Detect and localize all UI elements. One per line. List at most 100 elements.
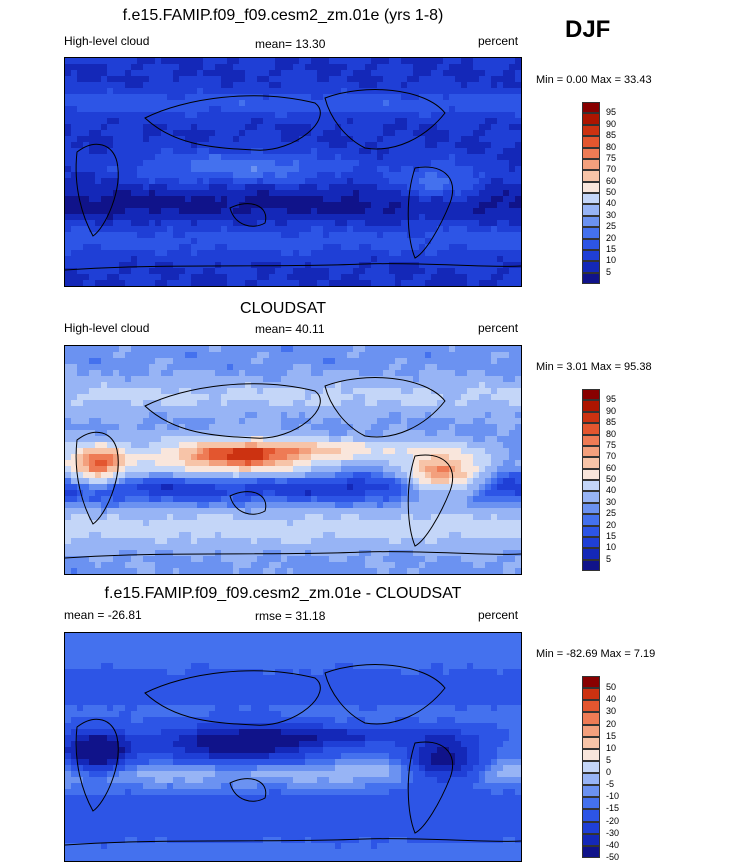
contour-cell	[443, 460, 449, 466]
contour-cell	[263, 124, 269, 130]
contour-cell	[341, 70, 347, 76]
contour-cell	[479, 406, 485, 412]
contour-cell	[227, 364, 233, 370]
contour-cell	[365, 100, 371, 106]
contour-cell	[131, 484, 137, 490]
contour-cell	[365, 154, 371, 160]
contour-cell	[371, 376, 377, 382]
contour-cell	[341, 394, 347, 400]
contour-cell	[359, 256, 365, 262]
contour-cell	[131, 184, 137, 190]
contour-cell	[257, 394, 263, 400]
contour-cell	[137, 496, 143, 502]
contour-cell	[425, 412, 431, 418]
contour-cell	[389, 388, 395, 394]
contour-cell	[479, 166, 485, 172]
contour-cell	[167, 424, 173, 430]
contour-cell	[269, 172, 275, 178]
contour-cell	[191, 160, 197, 166]
contour-cell	[479, 496, 485, 502]
contour-cell	[119, 394, 125, 400]
contour-cell	[395, 406, 401, 412]
contour-cell	[383, 496, 389, 502]
contour-cell	[107, 370, 113, 376]
contour-cell	[287, 484, 293, 490]
contour-cell	[347, 352, 353, 358]
contour-cell	[425, 370, 431, 376]
contour-cell	[257, 112, 263, 118]
contour-cell	[389, 490, 395, 496]
contour-cell	[191, 100, 197, 106]
contour-cell	[245, 64, 251, 70]
contour-cell	[65, 496, 71, 502]
contour-cell	[221, 370, 227, 376]
contour-cell	[125, 436, 131, 442]
contour-cell	[125, 382, 131, 388]
contour-cell	[515, 376, 521, 382]
contour-cell	[461, 232, 467, 238]
contour-cell	[71, 436, 77, 442]
contour-cell	[317, 190, 323, 196]
contour-cell	[107, 460, 113, 466]
contour-cell	[431, 352, 437, 358]
contour-cell	[107, 142, 113, 148]
contour-cell	[425, 406, 431, 412]
contour-cell	[257, 268, 263, 274]
contour-cell	[449, 160, 455, 166]
contour-cell	[155, 502, 161, 508]
contour-cell	[203, 238, 209, 244]
contour-cell	[83, 346, 89, 352]
contour-cell	[233, 280, 239, 286]
contour-cell	[497, 94, 503, 100]
contour-cell	[197, 160, 203, 166]
contour-cell	[161, 376, 167, 382]
contour-cell	[323, 160, 329, 166]
contour-cell	[347, 388, 353, 394]
contour-cell	[293, 376, 299, 382]
contour-cell	[305, 232, 311, 238]
contour-cell	[113, 496, 119, 502]
contour-cell	[65, 64, 71, 70]
contour-cell	[143, 412, 149, 418]
contour-cell	[485, 70, 491, 76]
contour-cell	[347, 196, 353, 202]
contour-cell	[293, 70, 299, 76]
contour-cell	[503, 502, 509, 508]
contour-cell	[95, 508, 101, 514]
contour-cell	[473, 106, 479, 112]
contour-cell	[275, 442, 281, 448]
contour-cell	[359, 142, 365, 148]
contour-cell	[281, 76, 287, 82]
contour-cell	[203, 268, 209, 274]
contour-cell	[83, 376, 89, 382]
contour-cell	[491, 64, 497, 70]
contour-cell	[125, 232, 131, 238]
contour-cell	[311, 454, 317, 460]
contour-cell	[113, 250, 119, 256]
contour-cell	[281, 172, 287, 178]
contour-cell	[461, 268, 467, 274]
contour-cell	[509, 130, 515, 136]
contour-cell	[347, 142, 353, 148]
contour-cell	[509, 376, 515, 382]
contour-cell	[491, 346, 497, 352]
contour-cell	[107, 388, 113, 394]
contour-cell	[491, 58, 497, 64]
contour-cell	[287, 58, 293, 64]
contour-cell	[203, 418, 209, 424]
contour-cell	[89, 76, 95, 82]
contour-cell	[383, 466, 389, 472]
contour-cell	[143, 166, 149, 172]
contour-cell	[311, 214, 317, 220]
contour-cell	[473, 352, 479, 358]
contour-cell	[89, 136, 95, 142]
contour-cell	[239, 178, 245, 184]
contour-cell	[179, 502, 185, 508]
contour-cell	[371, 82, 377, 88]
contour-cell	[245, 94, 251, 100]
contour-cell	[467, 70, 473, 76]
contour-cell	[143, 472, 149, 478]
contour-cell	[335, 352, 341, 358]
contour-cell	[71, 244, 77, 250]
contour-cell	[263, 166, 269, 172]
